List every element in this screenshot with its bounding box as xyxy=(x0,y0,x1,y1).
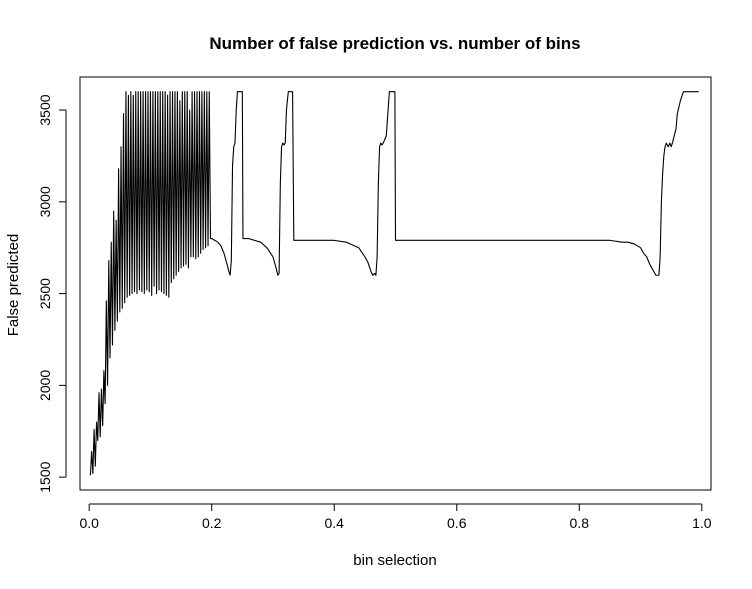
x-tick-label: 0.2 xyxy=(202,515,222,531)
y-tick-label: 3500 xyxy=(37,94,53,125)
y-axis: 1500 2000 2500 3000 3500 xyxy=(37,94,67,493)
x-tick-label: 0.6 xyxy=(447,515,467,531)
x-tick-label: 0.8 xyxy=(570,515,590,531)
series-line xyxy=(89,91,699,476)
y-tick-label: 2500 xyxy=(37,278,53,309)
x-axis: 0.0 0.2 0.4 0.6 0.8 1.0 xyxy=(79,503,712,531)
x-tick-label: 0.4 xyxy=(325,515,345,531)
y-tick-label: 2000 xyxy=(37,370,53,401)
x-axis-label: bin selection xyxy=(353,552,436,569)
x-tick-label: 1.0 xyxy=(692,515,712,531)
x-tick-label: 0.0 xyxy=(79,515,99,531)
chart-title: Number of false prediction vs. number of… xyxy=(209,34,580,53)
y-axis-label: False predicted xyxy=(5,234,22,337)
y-tick-label: 1500 xyxy=(37,461,53,492)
plot-frame xyxy=(79,76,712,491)
y-tick-label: 3000 xyxy=(37,186,53,217)
